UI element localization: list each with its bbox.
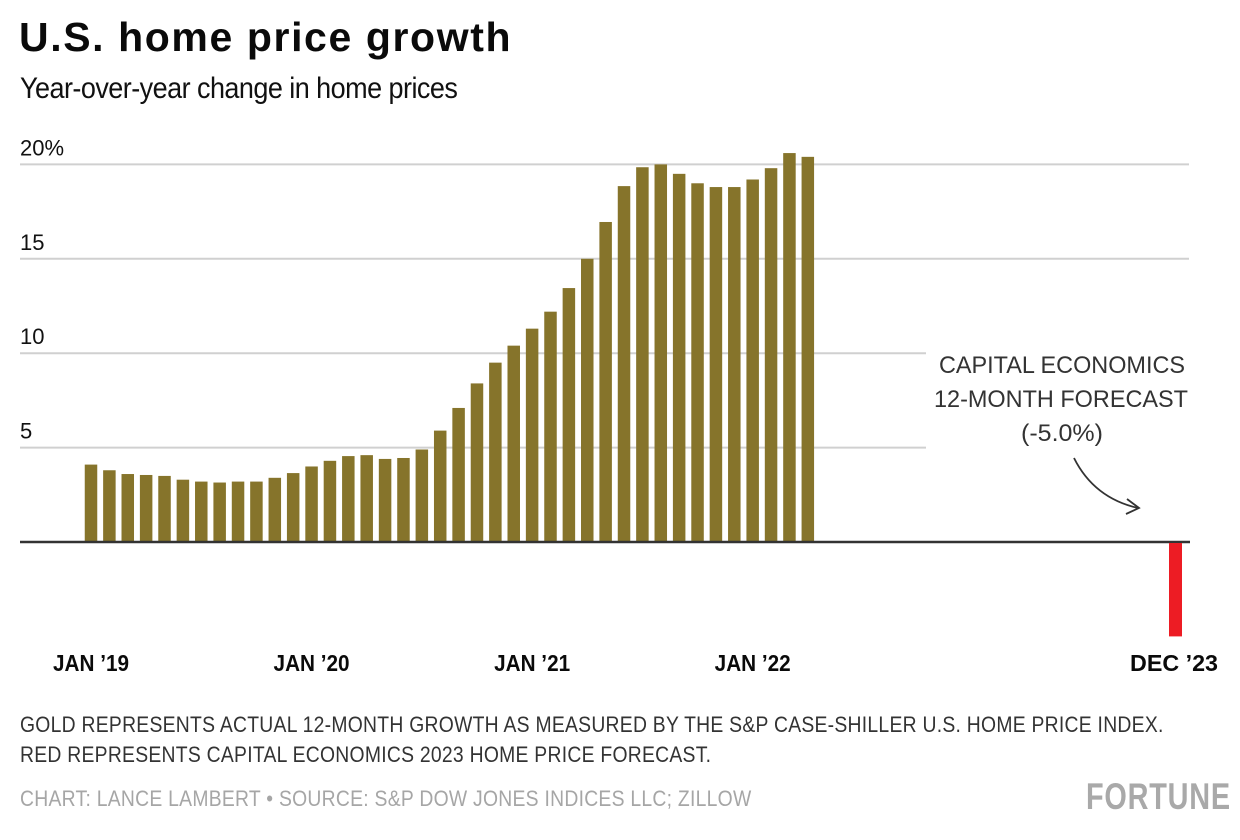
bar-actual — [691, 183, 704, 542]
fortune-logo: FORTUNE — [1086, 776, 1231, 817]
source-credit: CHART: LANCE LAMBERT • SOURCE: S&P DOW J… — [20, 786, 752, 811]
y-axis-labels: 5 10 15 20% — [20, 135, 64, 443]
footnote-line-1: GOLD REPRESENTS ACTUAL 12-MONTH GROWTH A… — [20, 712, 1164, 737]
annotation-background — [926, 349, 1190, 455]
annotation-line-3: (-5.0%) — [1021, 420, 1103, 447]
bar-actual — [654, 164, 668, 542]
x-tick-label: JAN ’19 — [53, 650, 129, 676]
bar-actual — [489, 362, 502, 542]
bar-forecast — [1169, 543, 1182, 637]
bar-actual — [176, 479, 190, 542]
bar-actual — [231, 481, 245, 542]
bar-actual — [452, 407, 465, 542]
x-tick-label: JAN ’21 — [494, 650, 570, 676]
forecast-bars — [1169, 543, 1182, 637]
bar-actual — [268, 477, 282, 542]
bar-actual — [599, 221, 612, 542]
forecast-annotation: CAPITAL ECONOMICS 12-MONTH FORECAST (-5.… — [926, 349, 1190, 515]
bar-actual — [158, 475, 171, 542]
x-axis-labels: JAN ’19 JAN ’20 JAN ’21 JAN ’22 DEC ’23 — [53, 650, 1218, 676]
bar-actual — [433, 430, 447, 542]
bar-actual — [360, 455, 373, 542]
bar-actual — [764, 168, 778, 542]
annotation-arrow-icon — [1073, 457, 1139, 509]
x-tick-label: JAN ’22 — [715, 650, 791, 676]
bar-actual — [507, 345, 520, 542]
y-tick-label: 20% — [20, 135, 64, 160]
chart-subtitle: Year-over-year change in home prices — [20, 72, 458, 105]
bar-actual — [250, 481, 263, 542]
footnote-line-2: RED REPRESENTS CAPITAL ECONOMICS 2023 HO… — [20, 742, 712, 767]
bar-actual — [801, 156, 815, 542]
bar-actual — [470, 383, 484, 542]
chart-title: U.S. home price growth — [19, 14, 513, 60]
bar-actual — [783, 153, 796, 542]
bar-actual — [709, 187, 723, 542]
bar-actual — [213, 482, 226, 542]
bar-actual — [103, 470, 116, 542]
bar-actual — [84, 464, 98, 542]
chart-canvas: 5 10 15 20% JAN ’19 JAN ’20 JAN ’21 JAN ’22 DEC… — [20, 135, 1218, 676]
bar-actual — [562, 288, 576, 542]
y-tick-label: 10 — [20, 324, 44, 349]
bar-actual — [617, 186, 631, 542]
y-tick-label: 5 — [20, 419, 32, 444]
annotation-line-1: CAPITAL ECONOMICS — [939, 352, 1185, 379]
bar-actual — [415, 449, 429, 542]
bar-actual — [305, 466, 318, 542]
x-tick-label: JAN ’20 — [274, 650, 350, 676]
bar-actual — [672, 173, 686, 542]
bar-actual — [139, 474, 153, 542]
bar-actual — [728, 187, 741, 542]
bar-actual — [195, 481, 208, 542]
actual-bars — [84, 153, 815, 542]
bar-actual — [378, 458, 392, 542]
bar-actual — [323, 460, 337, 542]
y-tick-label: 15 — [20, 230, 44, 255]
bar-actual — [581, 258, 594, 542]
bar-actual — [342, 456, 355, 542]
bar-actual — [636, 167, 649, 542]
bar-actual — [746, 179, 759, 542]
arrowhead-icon — [1125, 498, 1141, 515]
x-tick-label: DEC ’23 — [1130, 650, 1218, 676]
bar-actual — [286, 473, 300, 542]
bar-actual — [121, 474, 135, 542]
bar-actual — [525, 328, 539, 542]
bar-actual — [397, 457, 410, 542]
bar-actual — [544, 311, 557, 542]
annotation-line-2: 12-MONTH FORECAST — [934, 386, 1188, 413]
